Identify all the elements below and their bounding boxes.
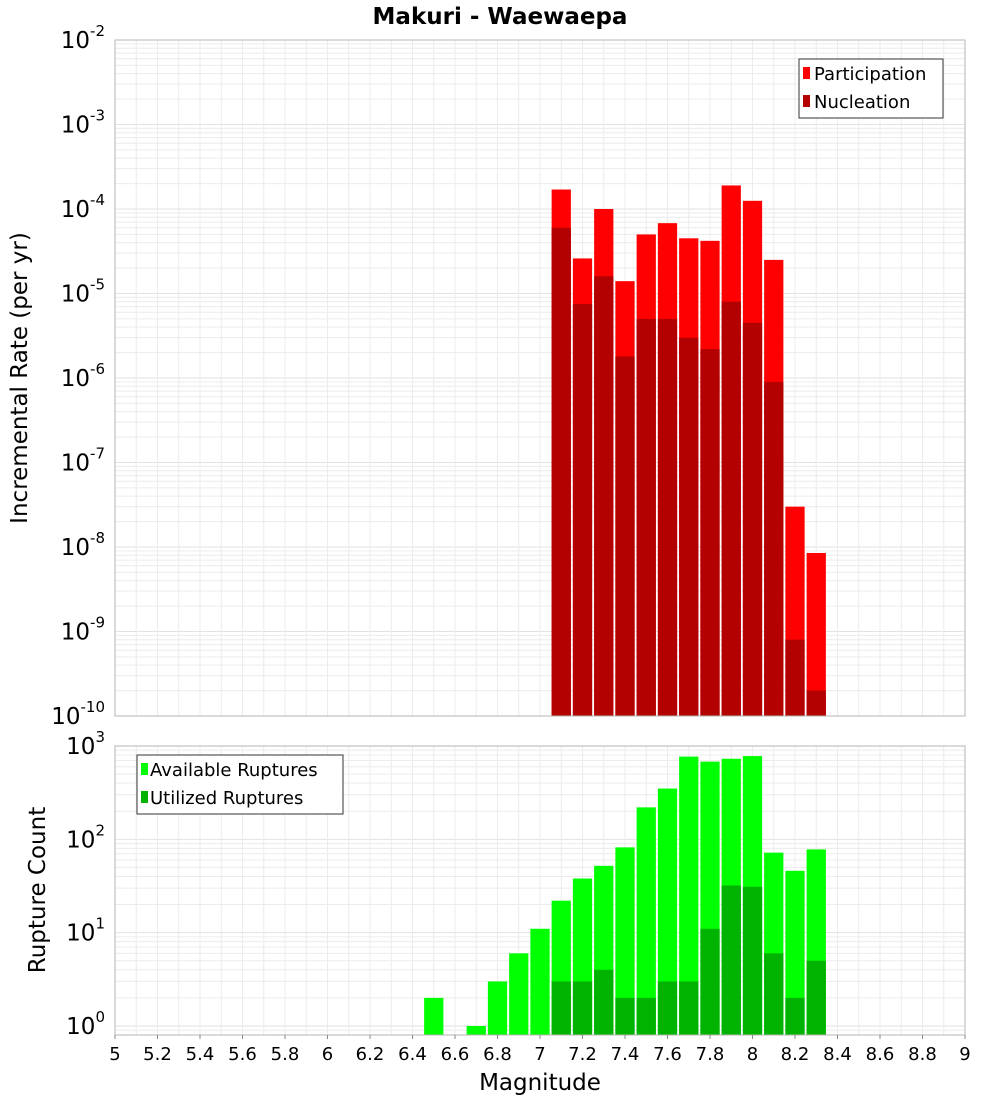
bar-nucleation-8 — [742, 322, 763, 716]
top-grid — [114, 39, 966, 717]
chart-title: Makuri - Waewaepa — [373, 4, 628, 30]
bar-utilized-ruptures-7-9 — [721, 885, 741, 1035]
x-tick-label: 8 — [747, 1044, 758, 1065]
bar-utilized-ruptures-7-8 — [700, 928, 720, 1035]
top-legend-box — [798, 58, 944, 119]
x-tick-label: 7.4 — [611, 1044, 640, 1065]
x-tick-labels: 5 5.2 5.4 5.6 5.8 6 6.2 6.4 6.6 6.8 7 7.2 7.4 7.6 7.8 8… — [109, 1035, 971, 1065]
bar-nucleation-8-2 — [785, 639, 805, 716]
bar-nucleation-7-6 — [657, 318, 678, 716]
x-tick-label: 6.2 — [356, 1044, 385, 1065]
x-tick-label: 6.4 — [398, 1044, 427, 1065]
bar-nucleation-7-7 — [679, 337, 699, 716]
x-tick-label: 6.8 — [483, 1044, 512, 1065]
bottom-bars — [424, 756, 826, 1035]
x-tick-label: 6 — [322, 1044, 333, 1065]
legend-swatch-participation — [803, 67, 810, 79]
x-tick-label: 7 — [534, 1044, 545, 1065]
y-tick-label: 10-5 — [61, 276, 105, 308]
y-tick-label: 10-7 — [61, 445, 105, 477]
x-axis-title: Magnitude — [479, 1070, 601, 1096]
y-tick-label: 10-8 — [61, 529, 105, 561]
top-bars — [551, 185, 826, 717]
bar-utilized-ruptures-7-1 — [551, 981, 571, 1035]
legend-swatch-available-ruptures — [141, 763, 148, 775]
bar-participation-8-3 — [806, 552, 826, 716]
x-tick-label: 5.6 — [228, 1044, 257, 1065]
x-tick-label: 8.4 — [823, 1044, 852, 1065]
legend-label-nucleation: Nucleation — [814, 92, 910, 113]
bar-available-ruptures-6-5 — [424, 997, 444, 1035]
bar-nucleation-7-3 — [594, 276, 614, 716]
legend-swatch-utilized-ruptures — [141, 791, 148, 803]
x-tick-label: 5 — [109, 1044, 120, 1065]
bar-utilized-ruptures-8-2 — [785, 997, 805, 1035]
y-tick-label: 10-9 — [61, 614, 105, 646]
top-panel: 10-10 10-9 10-8 10-7 10-6 10-5 10-4 10-3 10-2 In… — [7, 22, 966, 730]
x-tick-label: 8.2 — [781, 1044, 810, 1065]
bar-nucleation-7-2 — [572, 304, 593, 716]
bottom-y-axis-title: Rupture Count — [25, 807, 51, 973]
bar-available-ruptures-7-6 — [657, 788, 678, 1035]
y-tick-label: 10-2 — [61, 22, 105, 54]
x-tick-label: 5.2 — [143, 1044, 172, 1065]
legend-label-participation: Participation — [814, 64, 926, 85]
top-plot-frame — [114, 39, 966, 717]
bar-nucleation-7-8 — [700, 349, 720, 716]
bar-utilized-ruptures-7-4 — [615, 997, 635, 1035]
bar-utilized-ruptures-7-5 — [636, 997, 656, 1035]
y-tick-label: 10-4 — [61, 191, 105, 223]
y-tick-label: 103 — [66, 728, 105, 760]
top-y-tick-labels: 10-10 10-9 10-8 10-7 10-6 10-5 10-4 10-3 10-2 — [51, 22, 105, 730]
legend-label-available-ruptures: Available Ruptures — [150, 760, 318, 781]
top-legend: Participation Nucleation — [798, 58, 944, 119]
bottom-legend: Available Ruptures Utilized Ruptures — [136, 754, 344, 815]
bar-utilized-ruptures-8 — [742, 886, 763, 1035]
bottom-panel: 100 101 102 103 5 5.2 5.4 5.6 5.8 6 6.2 6.4 6.6 6.8 7… — [25, 728, 971, 1096]
bar-utilized-ruptures-7-2 — [572, 981, 593, 1035]
bar-available-ruptures-7-7 — [679, 756, 699, 1035]
bar-nucleation-7-4 — [615, 356, 635, 716]
legend-label-utilized-ruptures: Utilized Ruptures — [150, 788, 303, 809]
y-tick-label: 100 — [66, 1008, 105, 1040]
bar-available-ruptures-6-7 — [466, 1025, 486, 1035]
bar-nucleation-8-1 — [764, 381, 784, 716]
bar-available-ruptures-6-9 — [509, 953, 529, 1035]
bar-utilized-ruptures-7-3 — [594, 969, 614, 1035]
bar-utilized-ruptures-8-3 — [806, 960, 826, 1035]
bar-utilized-ruptures-7-7 — [679, 981, 699, 1035]
bar-nucleation-7-1 — [551, 227, 571, 716]
bar-available-ruptures-7-5 — [636, 807, 656, 1035]
bar-nucleation-7-5 — [636, 318, 656, 716]
bar-available-ruptures-7-4 — [615, 847, 635, 1035]
x-tick-label: 7.2 — [568, 1044, 597, 1065]
x-tick-label: 8.8 — [908, 1044, 937, 1065]
y-tick-label: 102 — [66, 821, 105, 853]
bottom-legend-box — [136, 754, 344, 815]
x-tick-label: 9 — [959, 1044, 970, 1065]
x-tick-label: 6.6 — [441, 1044, 470, 1065]
bar-available-ruptures-8-2 — [785, 870, 805, 1035]
y-tick-label: 101 — [66, 915, 105, 947]
bottom-y-tick-labels: 100 101 102 103 — [66, 728, 105, 1040]
x-tick-label: 8.6 — [866, 1044, 895, 1065]
y-tick-label: 10-3 — [61, 107, 105, 139]
y-tick-label: 10-10 — [51, 698, 105, 730]
bar-utilized-ruptures-8-1 — [764, 953, 784, 1035]
x-tick-label: 7.8 — [696, 1044, 725, 1065]
bar-nucleation-8-3 — [806, 690, 826, 716]
bar-available-ruptures-6-8 — [487, 981, 508, 1035]
bar-available-ruptures-7 — [530, 928, 550, 1035]
x-tick-label: 7.6 — [653, 1044, 682, 1065]
x-tick-label: 5.8 — [271, 1044, 300, 1065]
legend-swatch-nucleation — [803, 95, 810, 107]
bar-utilized-ruptures-7-6 — [657, 981, 678, 1035]
x-tick-label: 5.4 — [186, 1044, 215, 1065]
top-y-axis-title: Incremental Rate (per yr) — [7, 232, 33, 524]
bar-nucleation-7-9 — [721, 301, 741, 716]
y-tick-label: 10-6 — [61, 360, 105, 392]
